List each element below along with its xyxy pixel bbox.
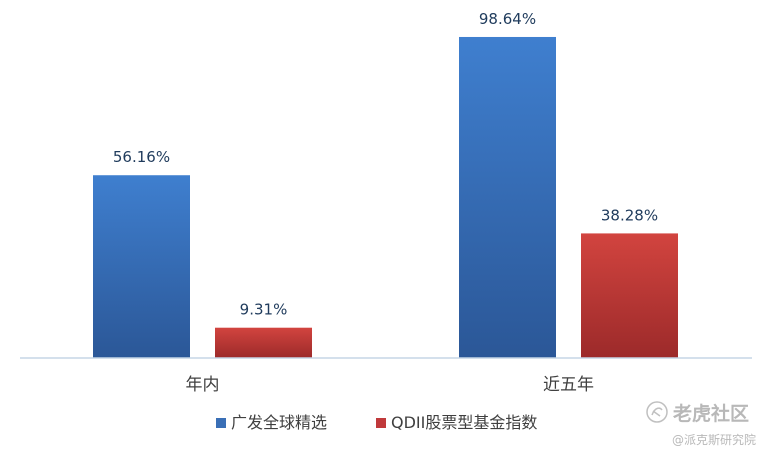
legend: 广发全球精选 QDII股票型基金指数 xyxy=(216,413,537,432)
legend-swatch-1 xyxy=(216,418,226,428)
data-label-1-2: 98.64% xyxy=(479,10,536,28)
bar-1-1 xyxy=(93,175,190,358)
watermark-handle: @派克斯研究院 xyxy=(672,432,756,447)
category-labels-group: 年内 近五年 xyxy=(186,375,595,395)
data-label-2-2: 38.28% xyxy=(601,206,658,224)
bar-2-1 xyxy=(215,327,312,358)
bar-1-2 xyxy=(459,36,556,358)
bars-group xyxy=(93,36,678,358)
legend-swatch-2 xyxy=(376,418,386,428)
bar-2-2 xyxy=(581,233,678,358)
legend-label-1: 广发全球精选 xyxy=(231,413,327,432)
category-label-1: 年内 xyxy=(186,375,220,395)
watermark: 老虎社区 @派克斯研究院 xyxy=(646,401,756,447)
legend-label-2: QDII股票型基金指数 xyxy=(391,413,537,432)
category-label-2: 近五年 xyxy=(543,375,594,395)
data-labels-group: 56.16% 9.31% 98.64% 38.28% xyxy=(113,10,658,319)
data-label-1-1: 56.16% xyxy=(113,148,170,166)
data-label-2-1: 9.31% xyxy=(240,301,288,319)
tiger-logo-icon xyxy=(646,401,668,423)
watermark-brand: 老虎社区 xyxy=(673,402,749,425)
